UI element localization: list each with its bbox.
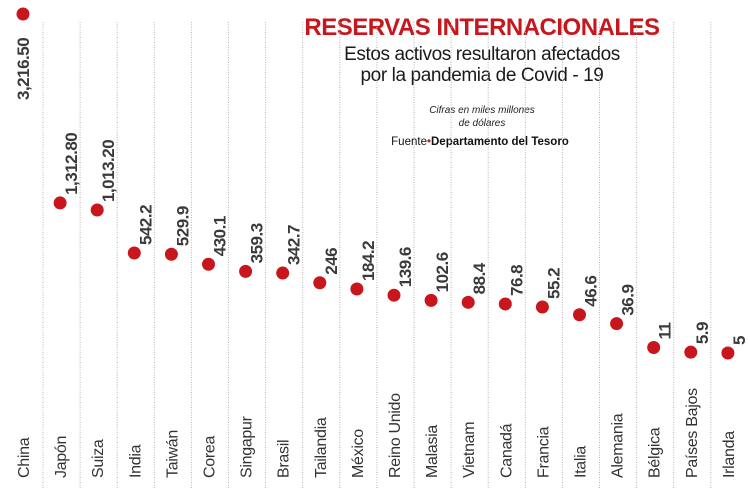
units-line-1: Cifras en miles millones xyxy=(429,105,535,116)
subtitle-line-1: Estos activos resultaron afectados xyxy=(344,44,620,65)
data-point-dot xyxy=(721,346,735,360)
country-label: Francia xyxy=(535,426,552,478)
country-label: Vietnam xyxy=(461,422,478,478)
units-line-2: de dólares xyxy=(458,118,506,129)
country-label: China xyxy=(16,437,33,478)
country-label: India xyxy=(127,444,144,478)
value-label: 342.7 xyxy=(285,225,304,265)
value-label: 76.8 xyxy=(507,265,526,296)
country-label: Brasil xyxy=(276,440,293,478)
chart-subtitle: Estos activos resultaron afectados por l… xyxy=(292,44,672,86)
value-label: 542.2 xyxy=(136,205,155,245)
source-name: Departamento del Tesoro xyxy=(431,136,569,148)
value-label: 55.2 xyxy=(544,268,563,299)
data-point-dot xyxy=(239,264,253,278)
data-point-dot xyxy=(16,7,30,21)
data-point-dot xyxy=(90,203,104,217)
value-label: 88.4 xyxy=(470,262,489,294)
data-point-dot xyxy=(127,246,141,260)
data-point-dot xyxy=(573,308,586,322)
value-label: 46.6 xyxy=(582,276,601,307)
data-point-dot xyxy=(313,276,327,290)
value-label: 1,312.80 xyxy=(62,133,81,195)
country-label: Malasia xyxy=(424,425,441,478)
data-point-dot xyxy=(498,297,512,311)
data-point-dot xyxy=(424,293,438,307)
country-label: Italia xyxy=(573,446,590,478)
country-label: Canadá xyxy=(498,423,515,478)
value-label: 102.6 xyxy=(433,252,452,292)
value-label: 3,216.50 xyxy=(14,38,33,100)
country-label: Reino Unido xyxy=(387,393,404,478)
value-label: 359.3 xyxy=(248,223,267,263)
chart-title: RESERVAS INTERNACIONALES xyxy=(304,14,660,41)
source-note: Fuente•Departamento del Tesoro xyxy=(380,136,580,148)
country-label: Bélgica xyxy=(647,427,664,478)
country-label: Singapur xyxy=(239,415,256,478)
data-point-dot xyxy=(202,257,215,271)
country-label: Corea xyxy=(202,436,219,478)
data-point-dot xyxy=(461,295,475,309)
data-point-dot xyxy=(684,345,698,359)
value-label: 246 xyxy=(322,248,341,275)
country-label: Tailandia xyxy=(313,417,330,478)
units-note: Cifras en miles millones de dólares xyxy=(392,104,572,130)
value-label: 529.9 xyxy=(173,206,192,246)
source-bullet: • xyxy=(426,136,431,148)
value-label: 5.9 xyxy=(693,322,712,344)
data-point-dot xyxy=(276,266,290,280)
country-label: Países Bajos xyxy=(684,388,701,478)
country-label: Suiza xyxy=(90,439,107,478)
value-label: 1,013.20 xyxy=(99,140,118,202)
data-point-dot xyxy=(535,300,549,314)
subtitle-line-2: por la pandemia de Covid - 19 xyxy=(360,65,604,86)
value-label: 430.1 xyxy=(211,216,230,256)
country-label: Taiwán xyxy=(164,430,181,478)
data-point-dot xyxy=(164,247,178,261)
data-point-dot xyxy=(53,196,67,210)
country-label: México xyxy=(350,429,367,478)
value-label: 139.6 xyxy=(396,247,415,287)
value-label: 36.9 xyxy=(619,285,638,316)
value-label: 184.2 xyxy=(359,241,378,281)
data-point-dot xyxy=(350,282,364,296)
data-point-dot xyxy=(647,340,661,354)
value-label: 11 xyxy=(656,322,675,339)
value-label: 5 xyxy=(730,336,749,345)
source-label: Fuente xyxy=(391,136,427,148)
data-point-dot xyxy=(387,288,401,302)
country-label: Alemania xyxy=(610,413,627,478)
country-label: Japón xyxy=(53,436,70,478)
country-label: Irlanda xyxy=(721,431,738,478)
data-point-dot xyxy=(610,317,624,331)
